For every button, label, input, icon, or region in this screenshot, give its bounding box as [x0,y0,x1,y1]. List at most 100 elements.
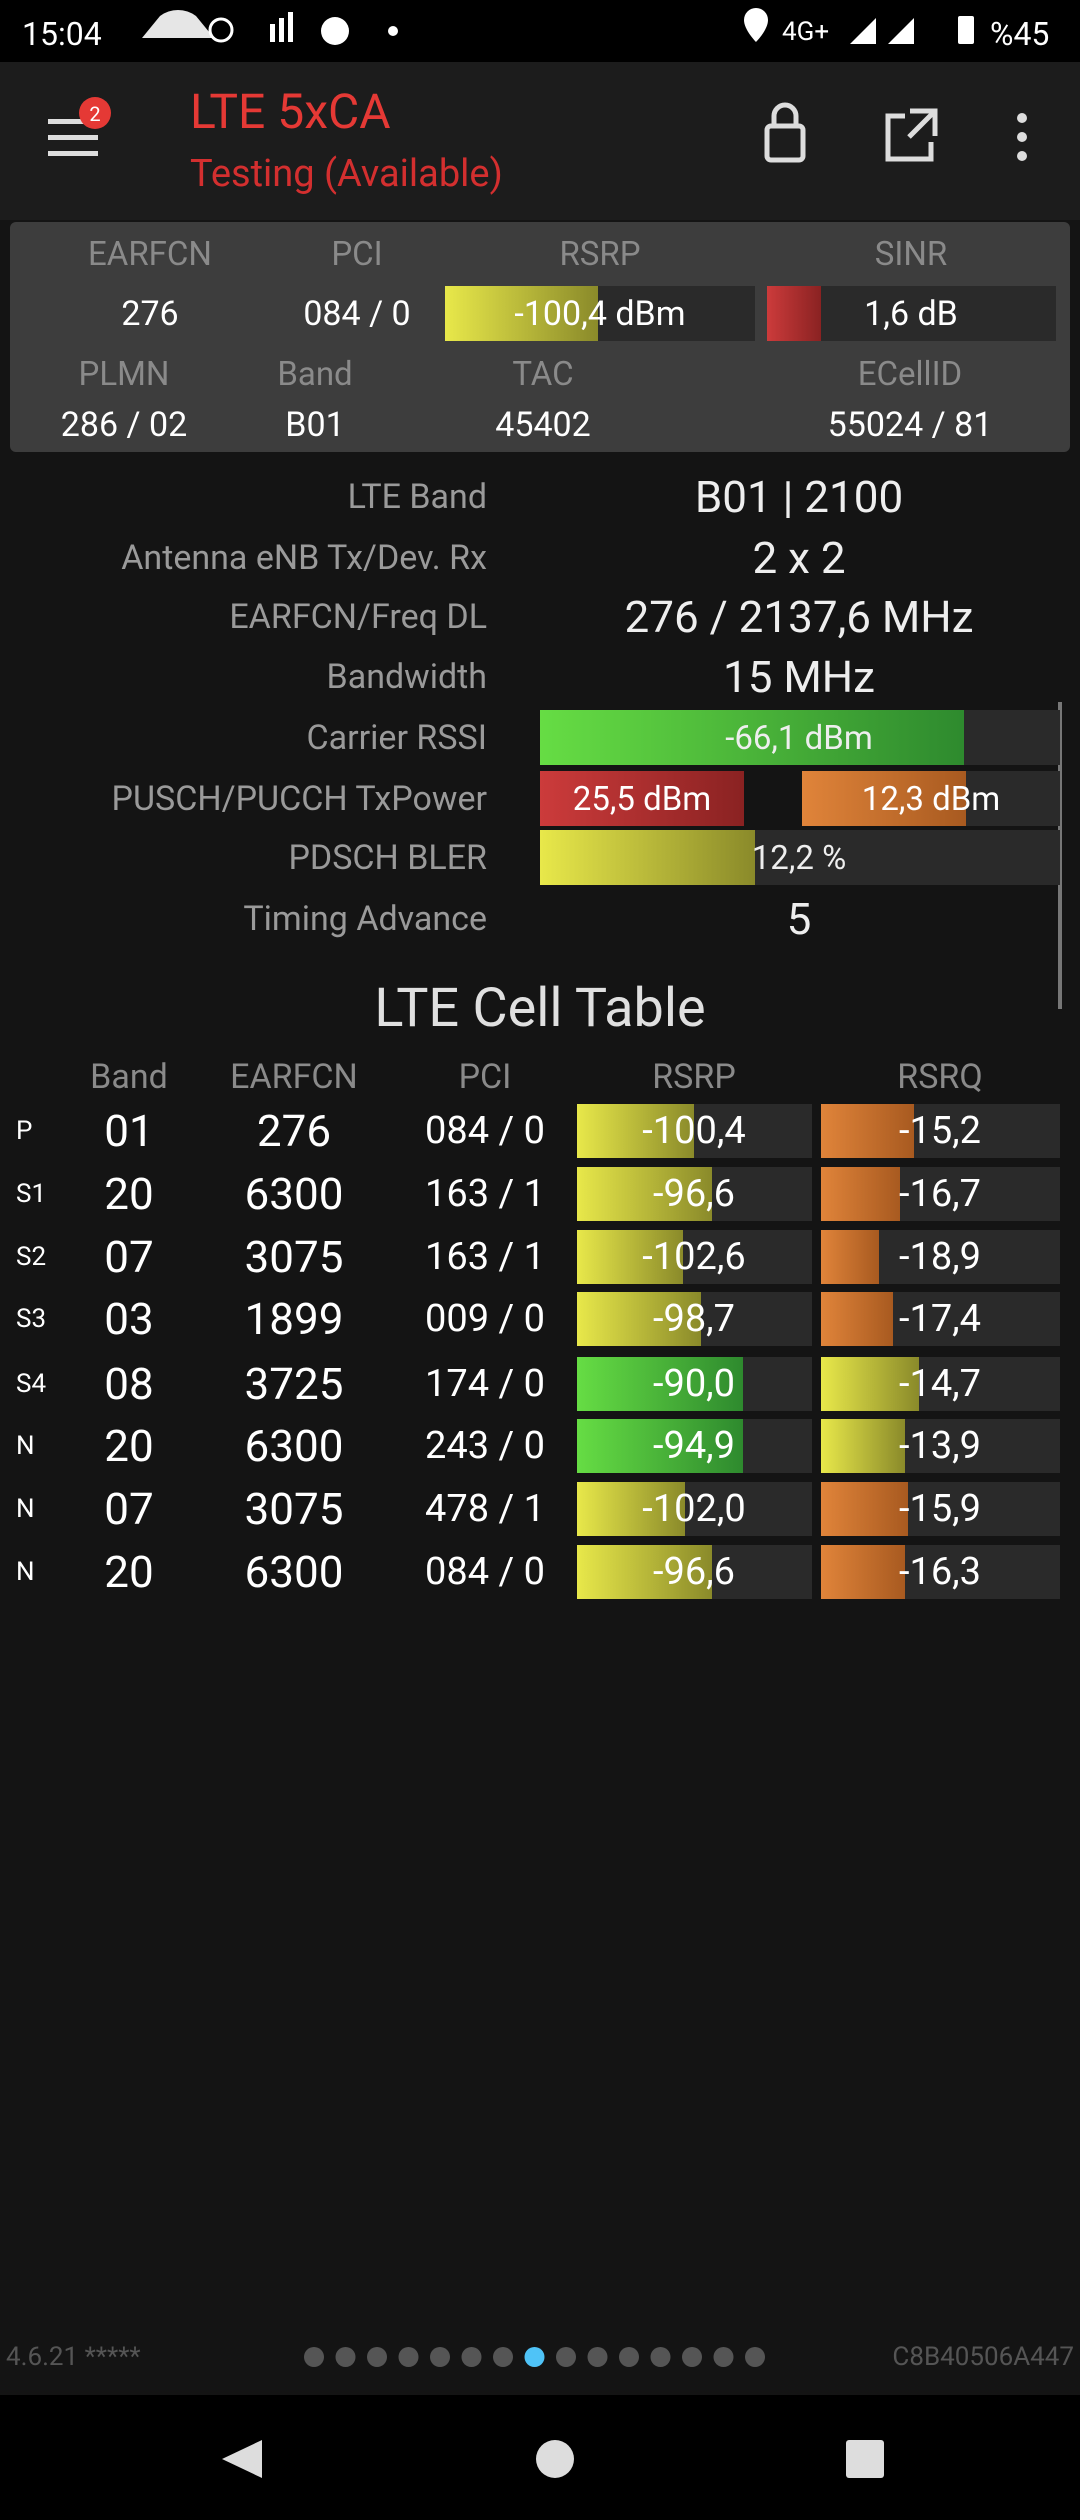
detail-value: -66,1 dBm [725,718,873,758]
cell-band: 07 [104,1483,154,1535]
rsrp-bar [577,1419,743,1473]
page-dot[interactable] [524,2347,545,2367]
cell-type: S2 [16,1242,47,1272]
app-subtitle: Testing (Available) [190,152,503,196]
page-dot[interactable] [619,2347,639,2367]
cell-earfcn: 276 [256,1105,332,1157]
cell-band: 03 [104,1293,154,1345]
cell-pci: 243 / 0 [425,1424,545,1468]
rsrp-bar [577,1104,694,1158]
cell-type: N [16,1557,35,1587]
cell-rsrp: -96,6 [652,1550,736,1594]
detail-value: 12,3 dBm [861,779,1001,819]
page-dot[interactable] [745,2347,765,2367]
cell-band: 20 [104,1546,154,1598]
cell-type: S3 [16,1304,47,1334]
cell-rsrq: -18,9 [898,1235,982,1279]
detail-value: 2 x 2 [752,532,846,584]
summary-header: SINR [874,234,948,274]
summary-header: ECellID [857,354,963,394]
recents-button[interactable] [846,2440,884,2478]
detail-value: 276 / 2137,6 MHz [624,591,974,643]
pucch-bar [802,771,966,826]
version: 4.6.21 ***** [6,2342,141,2372]
summary-header: EARFCN [88,234,212,274]
cell-type: N [16,1494,35,1524]
bler-bar [540,830,755,885]
rsrq-bar [821,1357,919,1411]
detail-label: EARFCN/Freq DL [229,597,487,637]
cell-earfcn: 1899 [244,1293,344,1345]
back-button[interactable] [222,2440,262,2478]
home-button[interactable] [536,2440,574,2478]
cell-pci: 163 / 1 [425,1235,545,1279]
page-dot[interactable] [556,2347,576,2367]
rsrq-bar [821,1292,893,1346]
page-dot[interactable] [587,2347,608,2367]
table-header: RSRQ [897,1057,983,1097]
detail-label: Timing Advance [243,899,487,939]
cell-rsrp: -102,6 [642,1235,746,1279]
page-dot[interactable] [493,2347,513,2367]
rsrp-bar [445,286,598,341]
rsrp-bar [577,1482,685,1536]
detail-label: LTE Band [347,477,487,517]
rsrq-bar [821,1104,914,1158]
summary-value: -100,4 dBm [514,294,686,334]
page-dot[interactable] [398,2347,419,2367]
badge-count: 2 [89,102,101,126]
page-dot[interactable] [430,2347,450,2367]
rsrq-bar [821,1167,900,1221]
cell-type: S4 [16,1369,47,1399]
cell-rsrp: -96,6 [652,1172,736,1216]
summary-value: 276 [121,294,179,334]
cell-earfcn: 6300 [244,1546,344,1598]
cell-band: 01 [104,1105,154,1157]
table-header: EARFCN [230,1057,358,1097]
detail-label: Antenna eNB Tx/Dev. Rx [121,538,487,578]
detail-value: B01 | 2100 [694,471,904,523]
cell-type: N [16,1431,35,1461]
menu-button[interactable] [48,119,98,156]
detail-label: Carrier RSSI [306,718,488,758]
summary-header: TAC [512,354,574,394]
rsrp-bar [577,1167,712,1221]
detail-label: Bandwidth [326,657,487,697]
detail-value: 25,5 dBm [572,779,712,819]
summary-value: 55024 / 81 [827,405,993,445]
table-title: LTE Cell Table [374,977,706,1040]
detail-value: 12,2 % [751,838,847,878]
cell-band: 20 [104,1168,154,1220]
page-dot[interactable] [650,2347,671,2367]
page-dot[interactable] [304,2347,324,2367]
summary-value: 1,6 dB [864,294,958,334]
page-dot[interactable] [713,2347,734,2367]
lock-button[interactable] [764,102,806,163]
page-dot[interactable] [461,2347,482,2367]
summary-header: Band [277,354,353,394]
summary-value: 45402 [495,405,591,445]
rsrp-bar [577,1357,743,1411]
cell-rsrp: -90,0 [652,1362,736,1406]
page-dot[interactable] [335,2347,356,2367]
cell-earfcn: 6300 [244,1168,344,1220]
device-id: C8B40506A447 [892,2342,1074,2372]
summary-header: PLMN [78,354,170,394]
cell-pci: 163 / 1 [425,1172,545,1216]
cell-type: S1 [16,1179,47,1209]
summary-header: RSRP [559,234,641,274]
summary-value: B01 [285,405,345,445]
table-header: Band [90,1057,168,1097]
summary-value: 084 / 0 [303,294,411,334]
page-dot[interactable] [682,2347,702,2367]
page-dot[interactable] [367,2347,387,2367]
cell-band: 08 [104,1358,154,1410]
table-header: PCI [458,1057,512,1097]
open-button[interactable] [885,108,938,162]
app-bar [0,62,1080,220]
more-button[interactable] [1017,113,1027,161]
cell-earfcn: 6300 [244,1420,344,1472]
cell-earfcn: 3725 [244,1358,344,1410]
cell-rsrq: -17,4 [898,1297,982,1341]
